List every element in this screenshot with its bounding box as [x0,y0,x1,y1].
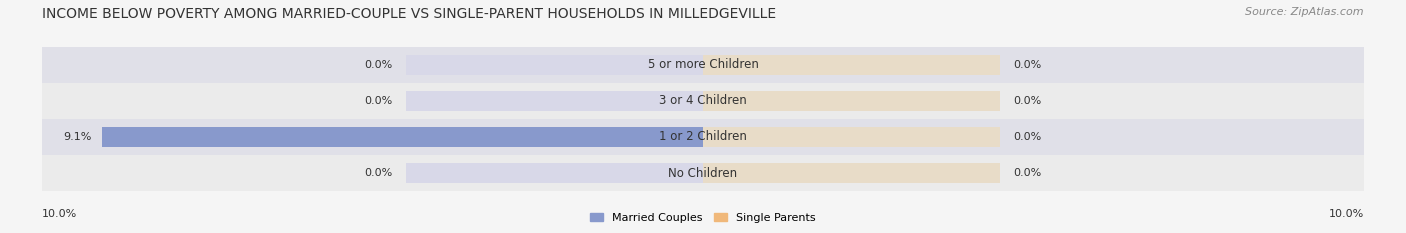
Bar [703,91,1001,111]
Bar [703,55,1001,75]
Text: 0.0%: 0.0% [1014,96,1042,106]
Legend: Married Couples, Single Parents: Married Couples, Single Parents [586,209,820,227]
Bar [405,127,703,147]
Text: 0.0%: 0.0% [364,60,392,70]
Bar [42,83,1364,119]
Bar [42,47,1364,83]
Text: 0.0%: 0.0% [1014,60,1042,70]
Text: No Children: No Children [668,167,738,179]
Text: 1 or 2 Children: 1 or 2 Children [659,130,747,143]
Text: 9.1%: 9.1% [63,132,91,142]
Bar [101,127,703,147]
Text: INCOME BELOW POVERTY AMONG MARRIED-COUPLE VS SINGLE-PARENT HOUSEHOLDS IN MILLEDG: INCOME BELOW POVERTY AMONG MARRIED-COUPL… [42,7,776,21]
Bar [703,127,1001,147]
Bar [42,155,1364,191]
Text: 0.0%: 0.0% [1014,132,1042,142]
Bar [405,55,703,75]
Bar [405,163,703,183]
Text: 10.0%: 10.0% [42,209,77,219]
Bar [703,163,1001,183]
Text: 3 or 4 Children: 3 or 4 Children [659,94,747,107]
Text: 0.0%: 0.0% [1014,168,1042,178]
Text: 5 or more Children: 5 or more Children [648,58,758,71]
Text: 0.0%: 0.0% [364,96,392,106]
Bar [405,91,703,111]
Text: 0.0%: 0.0% [364,168,392,178]
Text: Source: ZipAtlas.com: Source: ZipAtlas.com [1246,7,1364,17]
Text: 10.0%: 10.0% [1329,209,1364,219]
Bar [42,119,1364,155]
